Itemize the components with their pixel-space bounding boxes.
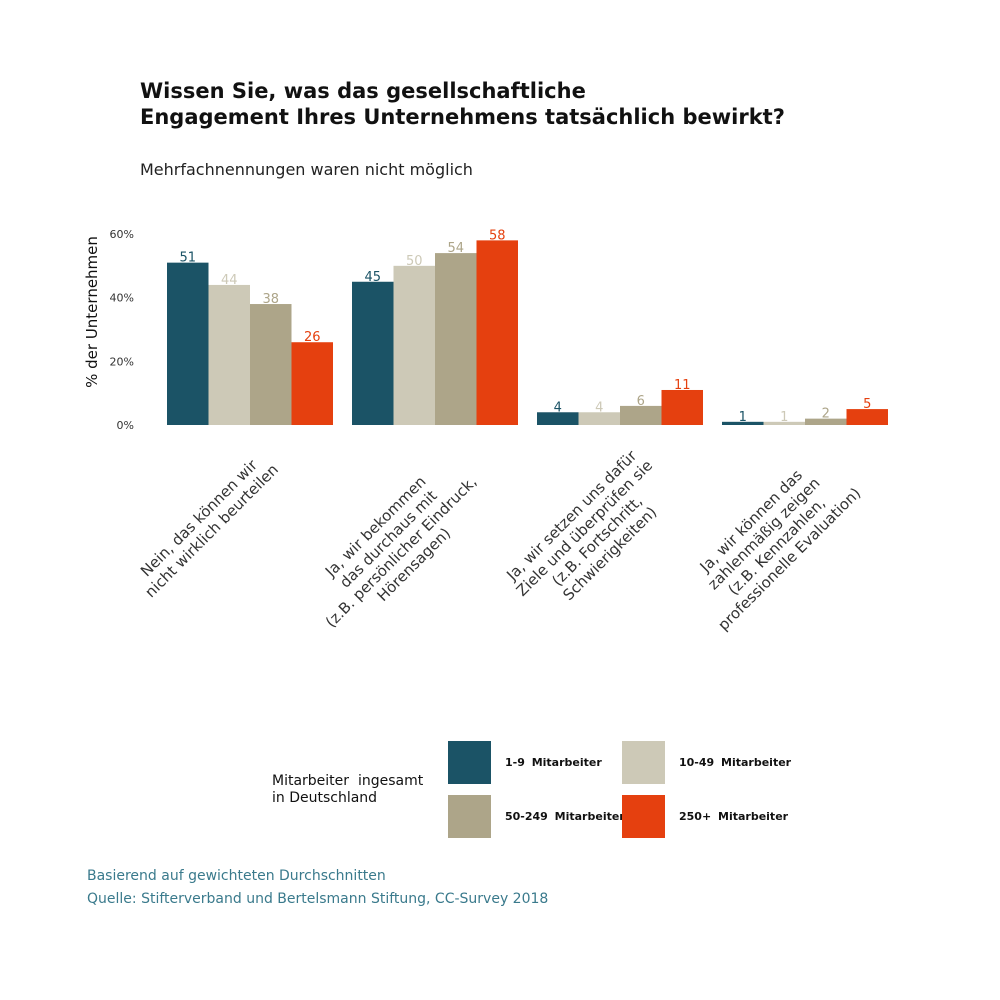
legend-item-1-9: 1-9 Mitarbeiter [448, 741, 602, 784]
legend-label-10-49: 10-49 Mitarbeiter [679, 756, 792, 769]
y-tick-label: 0% [117, 419, 134, 432]
legend-item-50-249: 50-249 Mitarbeiter [448, 795, 625, 838]
x-tick-label: Nein, das können wirnicht wirklich beurt… [129, 448, 282, 601]
data-label: 58 [489, 228, 506, 243]
bar [722, 421, 764, 425]
data-label: 11 [674, 378, 691, 393]
data-label: 5 [863, 397, 871, 412]
bar [846, 409, 888, 425]
data-label: 6 [637, 394, 645, 409]
data-label: 4 [554, 400, 562, 415]
legend-item-250-plus: 250+ Mitarbeiter [622, 795, 788, 838]
data-label: 1 [739, 410, 747, 425]
data-label: 38 [262, 292, 279, 307]
bar [352, 281, 394, 425]
bar [393, 265, 435, 425]
legend-title-line-2: in Deutschland [272, 790, 378, 806]
x-tick-label: Ja, wir setzen uns dafürZiele und überpr… [500, 444, 682, 626]
bar [805, 418, 847, 425]
bar [291, 342, 333, 425]
bar [620, 405, 662, 425]
data-label: 51 [179, 251, 196, 266]
bar [208, 284, 250, 425]
legend-label-50-249: 50-249 Mitarbeiter [505, 810, 625, 823]
bar [537, 412, 579, 425]
x-tick-label: Ja, wir bekommendas durchaus mit(z.B. pe… [296, 447, 493, 644]
bar [167, 262, 209, 425]
data-label: 50 [406, 254, 423, 269]
chart-title-line-1: Wissen Sie, was das gesellschaftliche [140, 79, 586, 103]
data-label: 2 [822, 407, 830, 422]
y-tick-label: 20% [110, 355, 134, 368]
bar [661, 389, 703, 425]
legend-title: Mitarbeiter ingesamt in Deutschland [272, 773, 423, 807]
legend-item-10-49: 10-49 Mitarbeiter [622, 741, 791, 784]
bar [578, 412, 620, 425]
x-tick-label: Ja, wir können daszahlenmäßig zeigen(z.B… [676, 446, 864, 634]
y-tick-label: 60% [110, 228, 134, 241]
data-label: 1 [780, 410, 788, 425]
x-tick-label-line: Nein, das können wir [137, 456, 262, 581]
chart-title-line-2: Engagement Ihres Unternehmens tatsächlic… [140, 105, 785, 129]
legend-swatch-50-249 [448, 795, 491, 838]
bar-chart: % der Unternehmen0%20%40%60%51443826Nein… [83, 228, 888, 644]
data-label: 4 [595, 400, 603, 415]
legend-label-250-plus: 250+ Mitarbeiter [679, 810, 789, 823]
legend-swatch-1-9 [448, 741, 491, 784]
legend-swatch-10-49 [622, 741, 665, 784]
footer-source: Quelle: Stifterverband und Bertelsmann S… [87, 891, 549, 907]
legend-label-1-9: 1-9 Mitarbeiter [505, 756, 602, 769]
bar [250, 304, 292, 425]
y-tick-label: 40% [110, 292, 134, 305]
legend-swatch-250-plus [622, 795, 665, 838]
footer-note: Basierend auf gewichteten Durchschnitten [87, 868, 386, 884]
legend-title-line-1: Mitarbeiter ingesamt [272, 773, 424, 789]
y-axis-label: % der Unternehmen [83, 236, 101, 388]
data-label: 54 [447, 241, 464, 256]
chart-subtitle: Mehrfachnennungen waren nicht möglich [140, 160, 473, 179]
bar [476, 240, 518, 425]
data-label: 26 [304, 330, 321, 345]
x-tick-label-line: nicht wirklich beurteilen [141, 461, 282, 602]
data-label: 44 [221, 273, 238, 288]
bar [763, 421, 805, 425]
data-label: 45 [364, 270, 381, 285]
chart-title: Wissen Sie, was das gesellschaftliche En… [140, 78, 785, 130]
bar [435, 253, 477, 425]
